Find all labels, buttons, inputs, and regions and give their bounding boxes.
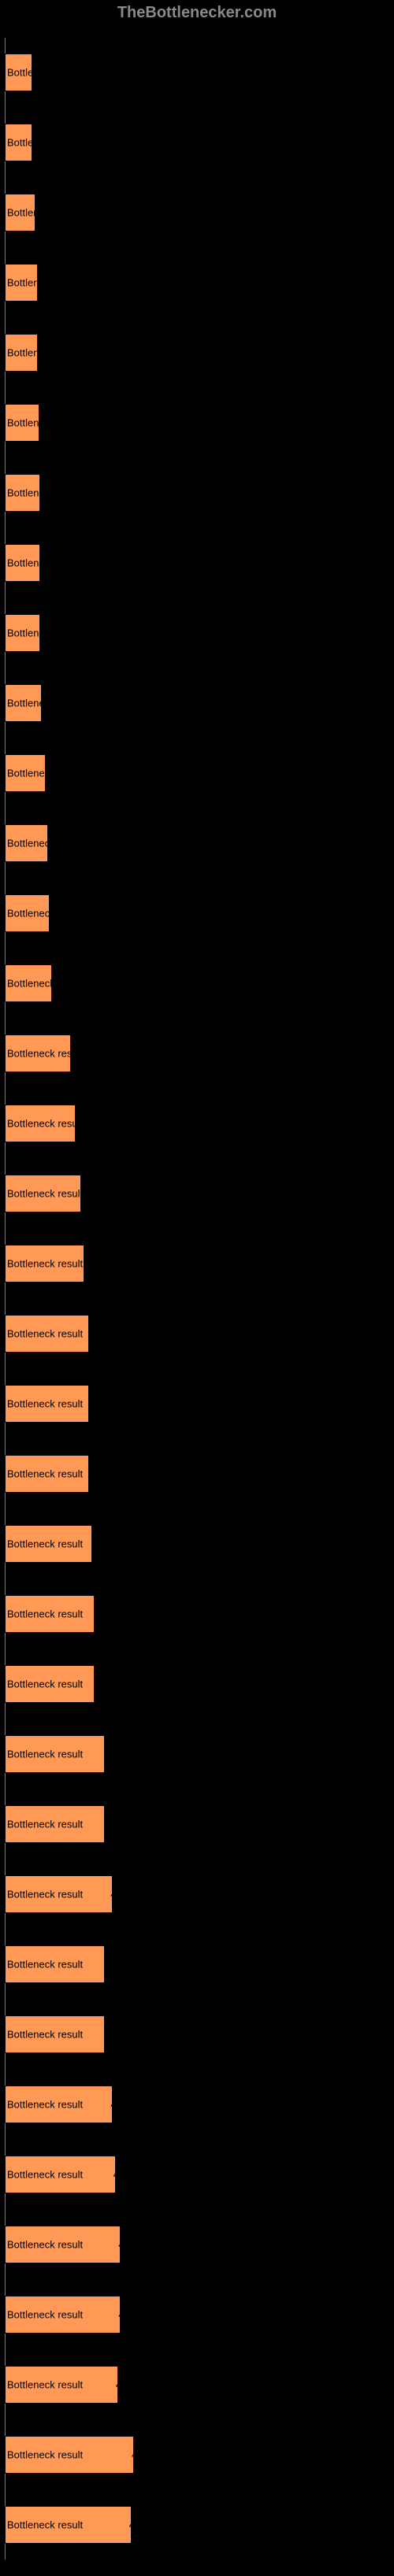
chart-row: Bottleneck result [5, 264, 394, 302]
chart-row: Bottleneck result [5, 194, 394, 231]
bar-value-label: 44 [118, 2239, 129, 2251]
bar-label: Bottleneck result [7, 1749, 83, 1760]
bar-label: Bottleneck result [7, 1048, 70, 1060]
bar-label: Bottleneck result [7, 2239, 83, 2251]
chart-row: Bottleneck result [5, 404, 394, 442]
bar-value-label: 48 [129, 2519, 140, 2531]
chart-row: Bottleneck result [5, 964, 394, 1002]
chart-row: Bottleneck result [5, 1175, 394, 1212]
bar-label: Bottleneck result [7, 557, 39, 569]
bar-label: Bottleneck result [7, 1959, 83, 1971]
bar-label: Bottleneck result [7, 137, 32, 149]
chart-row: Bottleneck result [5, 334, 394, 372]
bar-label: Bottleneck result [7, 1889, 83, 1901]
chart-row: Bottleneck result [5, 1665, 394, 1703]
chart-row: Bottleneck result 49 [5, 2436, 394, 2474]
bar-label: Bottleneck result [7, 2519, 83, 2531]
bar-label: Bottleneck result [7, 908, 49, 920]
chart-row: Bottleneck result 48 [5, 2506, 394, 2544]
chart-row: Bottleneck result [5, 684, 394, 722]
bar-label: Bottleneck result [7, 2379, 83, 2391]
bar-label: Bottleneck result [7, 417, 39, 429]
bar-label: Bottleneck result [7, 1188, 80, 1200]
bar-label: Bottleneck result [7, 2029, 83, 2041]
bar-value-label: 43 [116, 2379, 127, 2391]
chart-row: Bottleneck result [5, 1315, 394, 1353]
bar-value-label: 4 [110, 2099, 116, 2111]
chart-row: Bottleneck result [5, 1595, 394, 1633]
bar-label: Bottleneck result [7, 2099, 83, 2111]
bar-label: Bottleneck result [7, 277, 37, 289]
chart-row: Bottleneck result [5, 544, 394, 582]
bar-value-label: 4 [110, 1889, 116, 1901]
chart-row: Bottleneck result [5, 1034, 394, 1072]
chart-row: Bottleneck result [5, 824, 394, 862]
bar-value-label: 49 [132, 2449, 143, 2461]
bar-label: Bottleneck result [7, 2309, 83, 2321]
chart-row: Bottleneck result 44 [5, 2296, 394, 2334]
chart-row: Bottleneck result [5, 1735, 394, 1773]
chart-row: Bottleneck result [5, 754, 394, 792]
chart-row: Bottleneck result [5, 54, 394, 91]
site-title: TheBottlenecker.com [117, 4, 277, 21]
bar-label: Bottleneck result [7, 1538, 83, 1550]
chart-row: Bottleneck result [5, 124, 394, 161]
bar-label: Bottleneck result [7, 627, 39, 639]
chart-row: Bottleneck result [5, 474, 394, 512]
bar-label: Bottleneck result [7, 768, 45, 779]
bar-value-label: 42 [113, 2169, 125, 2181]
bottleneck-bar-chart: Bottleneck resultBottleneck resultBottle… [0, 54, 394, 2544]
chart-row: Bottleneck result [5, 1805, 394, 1843]
bar-label: Bottleneck result [7, 698, 41, 709]
chart-row: Bottleneck result 43 [5, 2366, 394, 2404]
chart-row: Bottleneck result [5, 2015, 394, 2053]
bar-label: Bottleneck result [7, 978, 51, 990]
chart-row: Bottleneck result 4 [5, 2086, 394, 2123]
bar-label: Bottleneck result [7, 347, 37, 359]
chart-row: Bottleneck result [5, 1245, 394, 1282]
bar-label: Bottleneck result [7, 1819, 83, 1830]
bar-label: Bottleneck result [7, 1678, 83, 1690]
bar-label: Bottleneck result [7, 1608, 83, 1620]
bar-label: Bottleneck result [7, 1328, 83, 1340]
bar-label: Bottleneck result [7, 1258, 83, 1270]
chart-row: Bottleneck result [5, 1525, 394, 1563]
chart-row: Bottleneck result [5, 894, 394, 932]
bar-label: Bottleneck result [7, 1468, 83, 1480]
chart-row: Bottleneck result 44 [5, 2226, 394, 2263]
chart-row: Bottleneck result [5, 1385, 394, 1423]
bar-value-label: 44 [118, 2309, 129, 2321]
bar-label: Bottleneck result [7, 1398, 83, 1410]
bar-label: Bottleneck result [7, 207, 35, 219]
chart-row: Bottleneck result [5, 1105, 394, 1142]
bar-label: Bottleneck result [7, 487, 39, 499]
bar-label: Bottleneck result [7, 1118, 75, 1130]
chart-row: Bottleneck result [5, 1945, 394, 1983]
site-header: TheBottlenecker.com [0, 4, 394, 22]
chart-row: Bottleneck result 4 [5, 1875, 394, 1913]
bar-label: Bottleneck result [7, 2449, 83, 2461]
chart-row: Bottleneck result [5, 1455, 394, 1493]
chart-row: Bottleneck result 42 [5, 2156, 394, 2193]
bar-label: Bottleneck result [7, 838, 47, 849]
bar-label: Bottleneck result [7, 67, 32, 79]
bar-label: Bottleneck result [7, 2169, 83, 2181]
chart-row: Bottleneck result [5, 614, 394, 652]
